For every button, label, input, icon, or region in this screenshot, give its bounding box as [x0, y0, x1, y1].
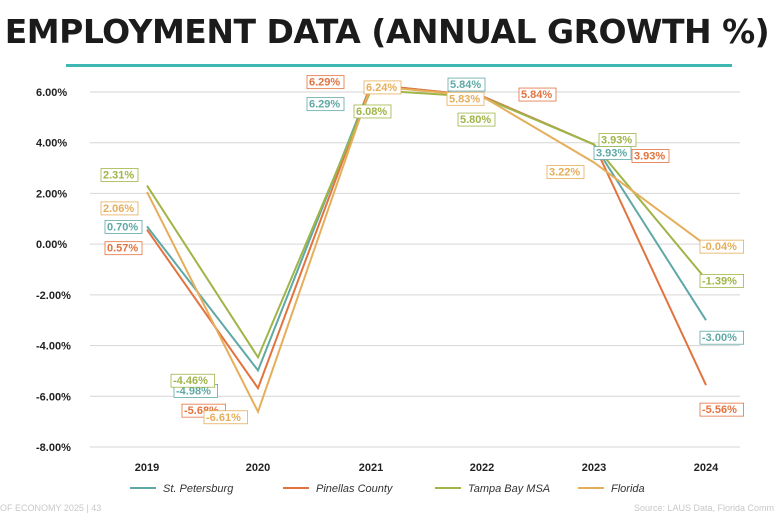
x-tick-label: 2024 [694, 462, 719, 474]
data-label-box [170, 373, 215, 388]
data-label: -4.46% [173, 375, 208, 387]
data-label-box [446, 91, 485, 106]
data-label: 0.57% [107, 243, 138, 255]
series-line [146, 83, 707, 373]
legend-label: Florida [611, 483, 645, 495]
data-label: 3.93% [634, 150, 665, 162]
data-label-box [699, 273, 744, 288]
data-label-box [363, 80, 402, 95]
footer-page-note: OF ECONOMY 2025 | 43 [0, 503, 102, 513]
data-label-box [353, 104, 392, 119]
data-label: -1.39% [702, 275, 737, 287]
data-label-box [631, 149, 670, 163]
data-label: 2.31% [103, 170, 134, 182]
data-label-box [306, 97, 345, 112]
data-label: 3.22% [549, 166, 580, 178]
data-label: -4.98% [176, 385, 211, 397]
y-tick-label: -4.00% [36, 341, 71, 353]
data-label-box [546, 165, 585, 179]
x-tick-label: 2020 [246, 462, 270, 474]
chart-title: EMPLOYMENT DATA (ANNUAL GROWTH %) [4, 12, 770, 51]
legend-label: Pinellas County [316, 483, 394, 495]
data-label-box [306, 75, 345, 90]
data-label: -6.61% [206, 412, 241, 424]
y-axis: 6.00% 4.00% 2.00% 0.00% -2.00% -4.00% -6.00% -8… [36, 87, 71, 454]
data-label-box [598, 133, 637, 147]
data-label-box [699, 239, 744, 254]
data-label-box [100, 201, 139, 216]
x-tick-label: 2019 [135, 462, 159, 474]
y-tick-label: -6.00% [36, 391, 71, 403]
data-label: -0.04% [702, 241, 737, 253]
y-tick-label: -8.00% [36, 442, 71, 454]
data-label: 6.24% [366, 82, 397, 94]
data-label: 5.84% [450, 79, 481, 91]
series-line [146, 84, 707, 415]
data-label: 6.29% [309, 77, 340, 89]
data-label-box [447, 77, 486, 92]
legend: St. Petersburg Pinellas County Tampa Bay M… [130, 483, 645, 495]
data-label-box [104, 241, 143, 256]
data-label-box [104, 219, 143, 234]
data-label-box [699, 402, 744, 417]
y-tick-label: 2.00% [36, 188, 67, 200]
data-label: 5.80% [460, 114, 491, 126]
data-label: -3.00% [702, 332, 737, 344]
x-tick-label: 2021 [359, 462, 383, 474]
data-label: 0.70% [107, 221, 138, 233]
data-label: 3.93% [596, 147, 627, 159]
data-label: 6.08% [356, 106, 387, 118]
y-tick-label: 6.00% [36, 87, 67, 99]
x-axis: 2019 2020 2021 2022 2023 2024 [135, 462, 719, 474]
x-tick-label: 2022 [470, 462, 494, 474]
y-tick-label: -2.00% [36, 290, 71, 302]
data-label-box [699, 330, 744, 345]
legend-label: St. Petersburg [163, 483, 234, 495]
footer-source: Source: LAUS Data, Florida Comm [633, 503, 774, 513]
data-label: 6.29% [309, 99, 340, 111]
data-label-box [203, 410, 248, 425]
data-label-box [100, 168, 139, 182]
title-underline [66, 64, 732, 67]
y-tick-label: 0.00% [36, 239, 67, 251]
legend-label: Tampa Bay MSA [468, 483, 550, 495]
series-line [146, 88, 707, 360]
x-tick-label: 2023 [582, 462, 606, 474]
data-label: 3.93% [601, 134, 632, 146]
data-label: -5.56% [702, 404, 737, 416]
data-label-box [457, 112, 496, 127]
y-tick-label: 4.00% [36, 138, 67, 150]
data-labels: 0.70% -4.98% 6.29% 5.84% 3.93% -3.00% 0.57% -5.… [100, 75, 744, 425]
data-label: 5.84% [521, 89, 552, 101]
series-lines [146, 83, 707, 415]
data-label: 5.83% [449, 93, 480, 105]
data-label: 2.06% [103, 203, 134, 215]
series-line [146, 83, 707, 391]
data-label-box [518, 87, 557, 102]
